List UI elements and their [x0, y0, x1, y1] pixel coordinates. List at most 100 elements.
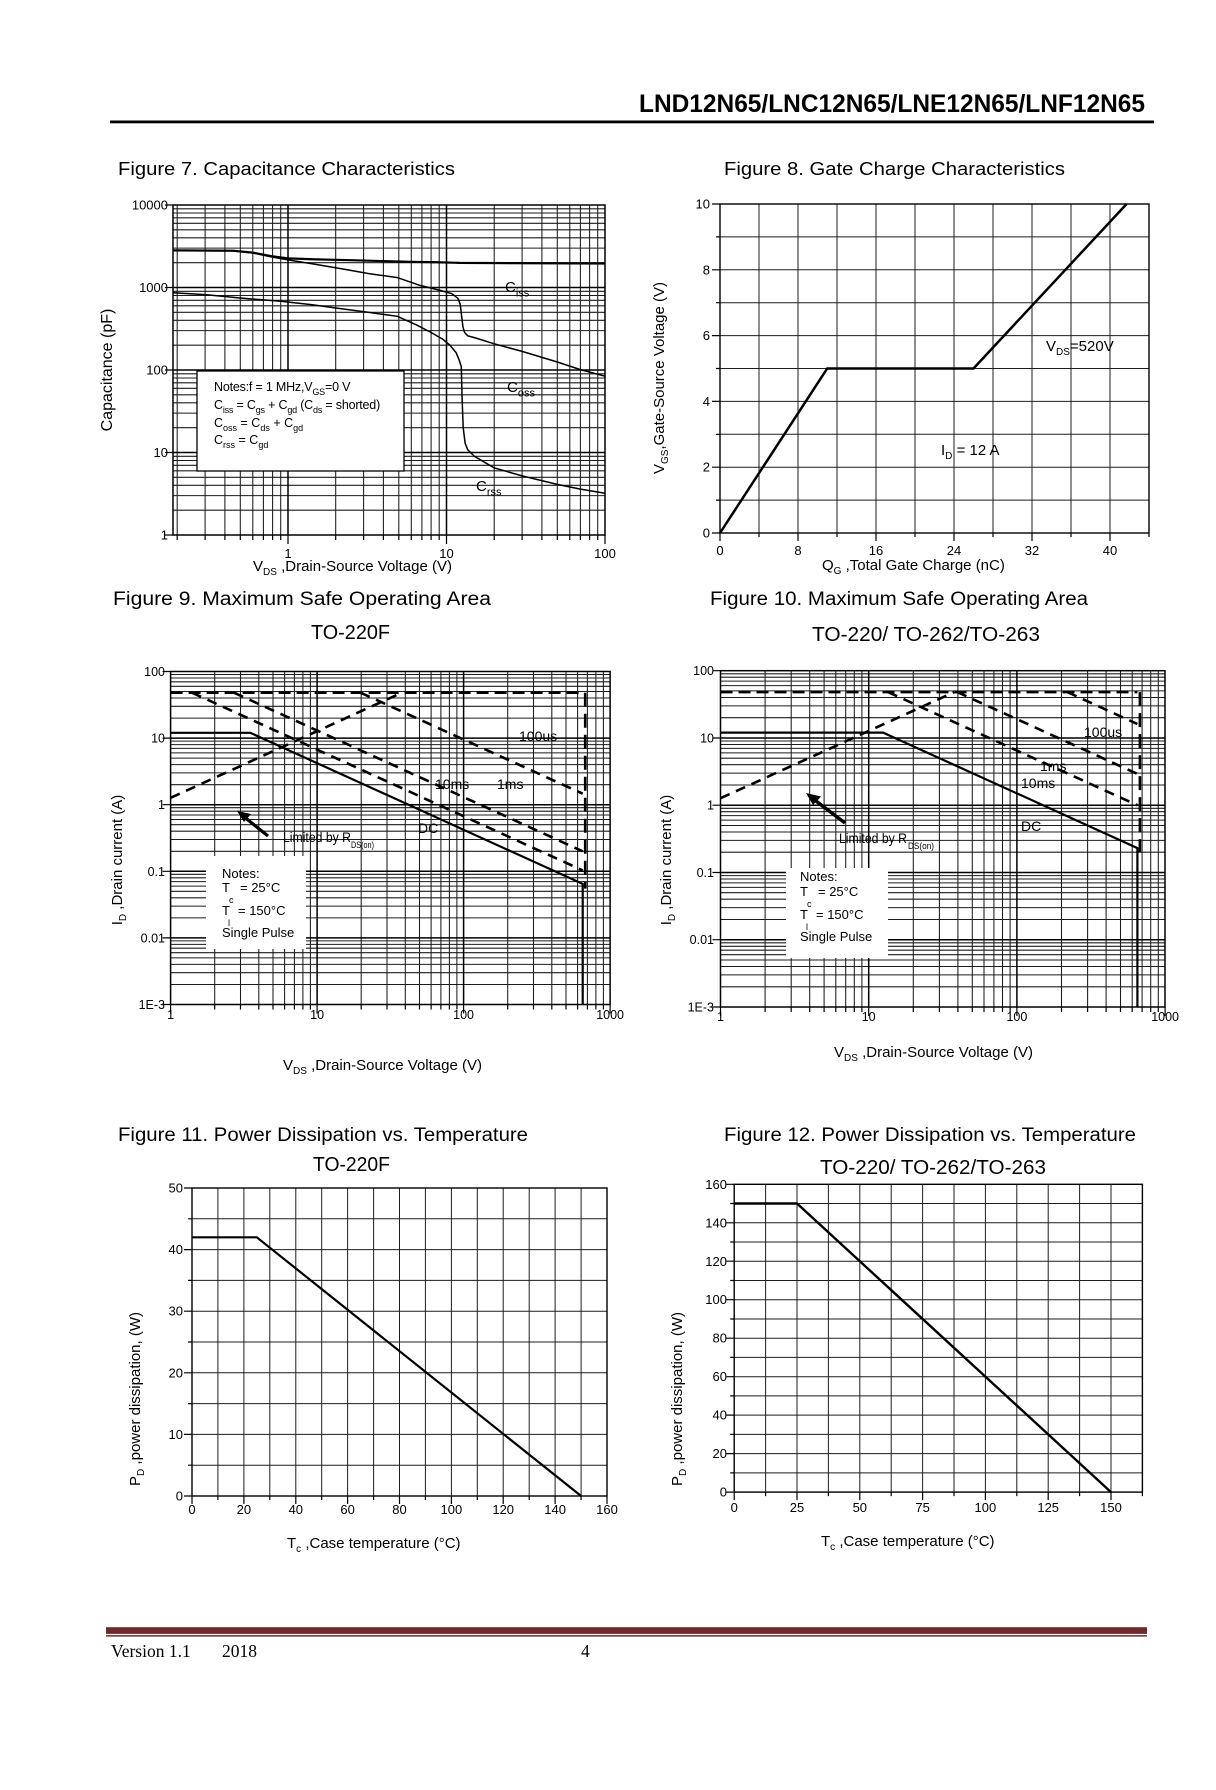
svg-text:0: 0 — [703, 526, 710, 541]
svg-text:2: 2 — [703, 460, 710, 475]
svg-text:20: 20 — [713, 1446, 727, 1461]
svg-text:0.01: 0.01 — [690, 933, 714, 947]
svg-text:TO-220/ TO-262/TO-263: TO-220/ TO-262/TO-263 — [820, 1157, 1046, 1179]
svg-text:10: 10 — [169, 1427, 183, 1442]
svg-text:10: 10 — [696, 197, 710, 212]
svg-text:1000: 1000 — [596, 1008, 624, 1022]
svg-text:160: 160 — [705, 1177, 727, 1192]
svg-text:1000: 1000 — [139, 280, 168, 295]
svg-text:100: 100 — [693, 664, 714, 678]
svg-text:0: 0 — [731, 1500, 738, 1515]
svg-text:Crss: Crss — [476, 478, 502, 499]
svg-text:20: 20 — [169, 1365, 183, 1380]
svg-text:Version 1.1: Version 1.1 — [111, 1641, 191, 1661]
svg-text:16: 16 — [869, 543, 883, 558]
svg-text:VDS=520V: VDS=520V — [1046, 338, 1114, 358]
svg-text:100: 100 — [1006, 1010, 1027, 1024]
svg-text:Figure 9. Maximum Safe Operati: Figure 9. Maximum Safe Operating Area — [113, 589, 491, 610]
svg-text:1: 1 — [158, 798, 165, 812]
svg-text:1: 1 — [167, 1008, 174, 1022]
svg-text:10: 10 — [154, 445, 168, 460]
svg-text:80: 80 — [392, 1502, 406, 1517]
svg-text:Notes:f = 1 MHz,VGS=0 V: Notes:f = 1 MHz,VGS=0 V — [214, 380, 351, 397]
svg-text:Single Pulse: Single Pulse — [800, 929, 872, 944]
svg-text:1ms: 1ms — [497, 776, 523, 792]
svg-text:100us: 100us — [519, 728, 557, 744]
svg-text:VDS ,Drain-Source Voltage (V): VDS ,Drain-Source Voltage (V) — [834, 1044, 1033, 1064]
svg-text:LND12N65/LNC12N65/LNE12N65/LNF: LND12N65/LNC12N65/LNE12N65/LNF12N65 — [639, 90, 1145, 118]
svg-text:100: 100 — [441, 1502, 463, 1517]
svg-text:TO-220F: TO-220F — [311, 622, 390, 644]
svg-text:TO-220/ TO-262/TO-263: TO-220/ TO-262/TO-263 — [812, 624, 1040, 646]
svg-text:Limited by R: Limited by R — [283, 829, 351, 845]
svg-text:c: c — [229, 895, 234, 905]
svg-text:Figure 12. Power Dissipation v: Figure 12. Power Dissipation vs. Tempera… — [724, 1125, 1136, 1146]
svg-text:PD ,power dissipation, (W): PD ,power dissipation, (W) — [669, 1312, 689, 1486]
svg-text:10: 10 — [700, 732, 714, 746]
svg-text:Ciss = Cgs + Cgd (Cds = shorte: Ciss = Cgs + Cgd (Cds = shorted) — [214, 398, 380, 415]
svg-text:40: 40 — [289, 1502, 303, 1517]
svg-text:= 25°C: = 25°C — [818, 884, 858, 899]
svg-text:100us: 100us — [1084, 724, 1122, 740]
svg-text:0: 0 — [720, 1485, 727, 1500]
svg-text:0: 0 — [716, 543, 723, 558]
svg-text:1: 1 — [717, 1010, 724, 1024]
svg-text:8: 8 — [703, 262, 710, 277]
svg-text:0.01: 0.01 — [141, 931, 165, 945]
svg-text:80: 80 — [713, 1331, 727, 1346]
svg-text:Limited by R: Limited by R — [839, 830, 907, 846]
svg-text:1: 1 — [707, 799, 714, 813]
svg-text:40: 40 — [713, 1408, 727, 1423]
svg-text:6: 6 — [703, 328, 710, 343]
svg-text:l: l — [228, 918, 230, 928]
svg-text:24: 24 — [947, 543, 961, 558]
svg-text:Figure 7. Capacitance Characte: Figure 7. Capacitance Characteristics — [118, 159, 455, 179]
svg-text:1E-3: 1E-3 — [688, 1001, 714, 1015]
svg-text:20: 20 — [237, 1502, 251, 1517]
svg-text:Crss = Cgd: Crss = Cgd — [214, 433, 268, 450]
svg-text:1: 1 — [161, 528, 168, 543]
svg-text:QG ,Total Gate Charge (nC): QG ,Total Gate Charge (nC) — [822, 557, 1005, 577]
svg-text:TO-220F: TO-220F — [313, 1154, 390, 1176]
svg-text:ID = 12 A: ID = 12 A — [941, 442, 1000, 462]
svg-text:160: 160 — [596, 1502, 618, 1517]
svg-text:120: 120 — [492, 1502, 514, 1517]
svg-text:10ms: 10ms — [1021, 775, 1055, 791]
svg-text:Coss: Coss — [507, 379, 535, 400]
svg-text:Figure 11. Power Dissipation v: Figure 11. Power Dissipation vs. Tempera… — [118, 1125, 528, 1146]
svg-text:Notes:: Notes: — [222, 866, 260, 881]
svg-text:1ms: 1ms — [1040, 758, 1066, 774]
svg-text:100: 100 — [594, 546, 616, 561]
svg-text:DS(on): DS(on) — [908, 841, 934, 851]
svg-text:ID ,Drain current (A): ID ,Drain current (A) — [658, 795, 678, 926]
svg-text:32: 32 — [1025, 543, 1039, 558]
svg-text:10: 10 — [310, 1008, 324, 1022]
svg-text:10ms: 10ms — [435, 776, 469, 792]
svg-text:T: T — [800, 884, 808, 899]
svg-text:Figure 10. Maximum Safe Operat: Figure 10. Maximum Safe Operating Area — [710, 589, 1088, 610]
svg-text:VGS,Gate-Source Voltage (V): VGS,Gate-Source Voltage (V) — [651, 282, 671, 474]
svg-text:40: 40 — [1103, 543, 1117, 558]
svg-text:VDS ,Drain-Source Voltage (V): VDS ,Drain-Source Voltage (V) — [283, 1057, 482, 1077]
svg-text:30: 30 — [169, 1304, 183, 1319]
svg-text:25: 25 — [790, 1500, 804, 1515]
svg-text:10: 10 — [151, 732, 165, 746]
svg-text:1: 1 — [284, 546, 291, 561]
svg-text:140: 140 — [544, 1502, 566, 1517]
svg-text:100: 100 — [975, 1500, 997, 1515]
svg-text:0: 0 — [188, 1502, 195, 1517]
svg-text:1000: 1000 — [1151, 1010, 1179, 1024]
svg-text:125: 125 — [1037, 1500, 1059, 1515]
svg-text:DC: DC — [418, 820, 438, 836]
svg-text:40: 40 — [169, 1242, 183, 1257]
svg-text:DC: DC — [1021, 818, 1041, 834]
svg-text:2018: 2018 — [222, 1641, 257, 1661]
svg-text:50: 50 — [853, 1500, 867, 1515]
svg-text:0.1: 0.1 — [148, 865, 165, 879]
svg-text:T: T — [800, 907, 808, 922]
svg-text:= 150°C: = 150°C — [238, 903, 285, 918]
svg-text:1E-3: 1E-3 — [139, 998, 165, 1012]
svg-text:100: 100 — [144, 665, 165, 679]
svg-text:100: 100 — [146, 363, 168, 378]
svg-text:60: 60 — [340, 1502, 354, 1517]
